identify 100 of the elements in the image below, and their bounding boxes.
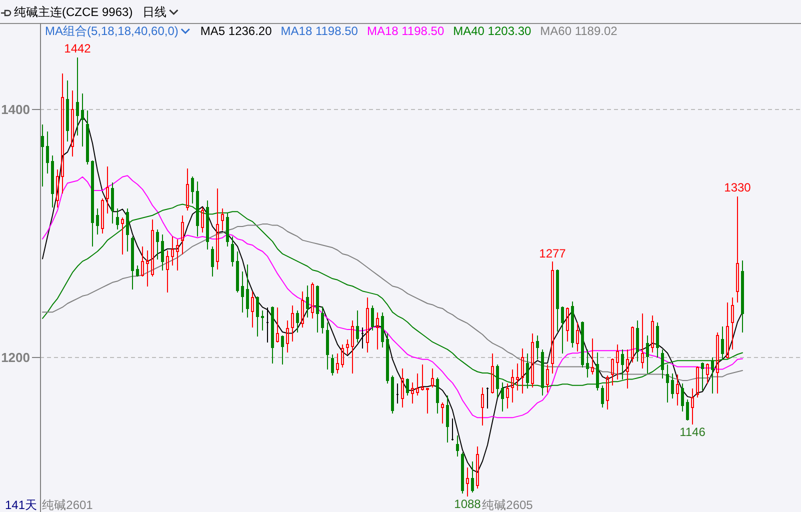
candlestick [351, 320, 354, 374]
text: MA60 1189.02 [540, 24, 618, 38]
candlestick [616, 344, 619, 380]
candlestick [691, 388, 694, 425]
candlestick [736, 196, 739, 303]
candlestick [306, 285, 309, 318]
candlestick [166, 250, 169, 293]
candlestick [141, 246, 144, 277]
candlestick [486, 387, 489, 409]
candlestick [281, 335, 284, 365]
candlestick [621, 349, 624, 380]
candlestick [346, 339, 349, 355]
candlestick [426, 388, 429, 414]
candlestick [656, 322, 659, 358]
candlestick [571, 301, 574, 348]
y-tick-label: 1200 [1, 350, 30, 366]
candlestick [521, 348, 524, 394]
candlestick [176, 239, 179, 271]
chart-title: 纯碱主连(CZCE 9963) [14, 5, 133, 19]
candlestick [256, 296, 259, 337]
candlestick [121, 217, 124, 255]
candlestick [181, 215, 184, 255]
candlestick [261, 310, 264, 331]
candlestick [331, 354, 334, 376]
candlestick [81, 93, 84, 147]
candlestick [156, 229, 159, 260]
candlestick [146, 250, 149, 287]
candlestick [66, 80, 69, 142]
candlestick [376, 312, 379, 350]
candlestick [641, 313, 644, 369]
candlestick [491, 353, 494, 394]
candlestick [511, 369, 514, 403]
candlestick [51, 155, 54, 208]
candlestick [136, 265, 139, 277]
candlestick [236, 251, 239, 293]
candlestick [661, 349, 664, 379]
candlestick [286, 320, 289, 353]
candlestick [106, 166, 109, 214]
candlestick [631, 326, 634, 363]
candlestick [231, 236, 234, 267]
text: 1277 [539, 246, 566, 260]
candlestick [551, 261, 554, 374]
candlestick [431, 368, 434, 388]
text: MA5 1236.20 [200, 24, 272, 38]
candlestick [531, 333, 534, 388]
candlestick [316, 285, 319, 333]
candlestick [191, 176, 194, 204]
candlestick [226, 212, 229, 247]
candlestick [336, 353, 339, 374]
candlestick [651, 315, 654, 353]
candlestick [626, 349, 629, 389]
candlestick [401, 368, 404, 408]
candlestick [611, 358, 614, 386]
candlestick [676, 374, 679, 406]
candlestick [576, 322, 579, 352]
candlestick [56, 169, 59, 208]
candlestick [161, 234, 164, 271]
candlestick [546, 364, 549, 393]
chart-subtitle: 日线 [142, 5, 167, 19]
text: MA18 1198.50 [366, 24, 444, 38]
candlestick [266, 307, 269, 343]
candlestick [271, 306, 274, 364]
text: 1088 [454, 496, 481, 511]
candlestick [41, 124, 44, 187]
candlestick [696, 366, 699, 398]
candlestick [101, 198, 104, 234]
candlestick [396, 383, 399, 404]
candlestick [311, 282, 314, 319]
candlestick [216, 188, 219, 270]
candlestick [211, 246, 214, 277]
text: 1442 [64, 42, 91, 56]
text: 1330 [724, 180, 751, 195]
candlestick [726, 302, 729, 359]
candlestick [466, 467, 469, 497]
candlestick [276, 307, 279, 343]
candlestick [646, 335, 649, 374]
candlestick [241, 271, 244, 313]
text: 1146 [680, 424, 706, 439]
candlestick [291, 305, 294, 342]
text: MA40 1203.30 [453, 24, 532, 38]
candlestick [251, 291, 254, 328]
candlestick [721, 326, 724, 360]
legend-label: MA18 1198.50 [280, 24, 358, 38]
candlestick [681, 383, 684, 412]
candlestick [361, 327, 364, 349]
candlestick [356, 310, 359, 343]
candlestick [506, 383, 509, 409]
candlestick [371, 305, 374, 331]
candlestick [46, 131, 49, 174]
candlestick [731, 297, 734, 350]
candlestick [116, 208, 119, 230]
candlestick [131, 236, 134, 290]
candlestick [741, 260, 744, 333]
candlestick [671, 373, 674, 399]
candlestick [171, 236, 174, 266]
candlestick [201, 207, 204, 233]
x-tick-label: 纯碱2605 [482, 498, 534, 512]
candlestick [406, 378, 409, 396]
candlestick [456, 435, 459, 457]
candlestick [186, 168, 189, 211]
